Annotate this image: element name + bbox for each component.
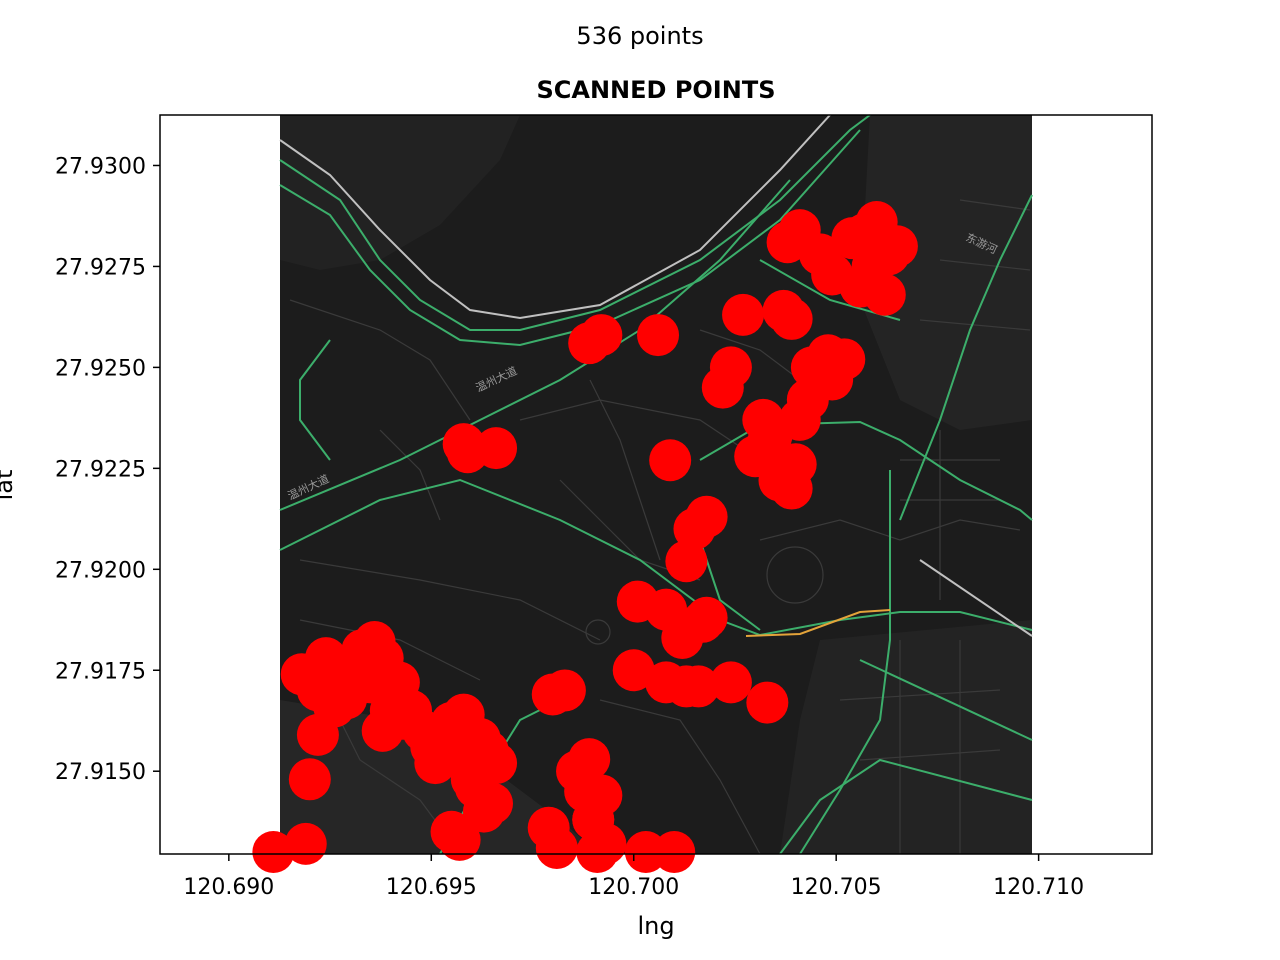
x-tick-label: 120.695 <box>386 875 477 900</box>
scatter-point <box>446 431 489 474</box>
y-axis-label: lat <box>0 470 18 501</box>
scatter-point <box>762 289 805 332</box>
scatter-point <box>746 681 789 724</box>
x-axis-label: lng <box>637 912 674 940</box>
y-tick-label: 27.9275 <box>55 255 146 280</box>
x-tick-label: 120.690 <box>183 875 274 900</box>
scatter-point <box>438 818 481 861</box>
scatter-point <box>722 293 765 336</box>
scatter-point <box>572 798 615 841</box>
scatter-point <box>843 213 886 256</box>
scatter-point <box>637 314 680 357</box>
scatter-point <box>450 758 493 801</box>
scatter-point <box>612 649 655 692</box>
scatter-point <box>665 540 708 583</box>
x-axis: 120.690 120.695 120.700 120.705 120.710 <box>183 854 1084 900</box>
scatter-point <box>576 830 619 873</box>
scatter-point <box>770 467 813 510</box>
scatter-point <box>685 495 728 538</box>
y-tick-label: 27.9300 <box>55 154 146 179</box>
x-tick-label: 120.710 <box>993 875 1084 900</box>
scatter-point <box>645 588 688 631</box>
scatter-point <box>288 758 331 801</box>
scatter-point <box>677 665 720 708</box>
plot-frame <box>159 114 1153 855</box>
x-tick-label: 120.700 <box>588 875 679 900</box>
scatter-point <box>649 439 692 482</box>
y-axis: 27.9150 27.9175 27.9200 27.9225 27.9250 27.92… <box>55 154 160 785</box>
figure-suptitle: 536 points <box>576 22 703 50</box>
chart-title: SCANNED POINTS <box>537 76 776 104</box>
scatter-point <box>580 314 623 357</box>
x-tick-label: 120.705 <box>791 875 882 900</box>
scatter-point <box>462 790 505 833</box>
scatter-point <box>701 366 744 409</box>
y-tick-label: 27.9175 <box>55 659 146 684</box>
scatter-point <box>709 661 752 704</box>
y-tick-label: 27.9250 <box>55 356 146 381</box>
scatter-point <box>823 338 866 381</box>
scatter-point <box>535 826 578 869</box>
scatter-points <box>252 201 918 873</box>
scatter-point <box>653 830 696 873</box>
y-tick-label: 27.9225 <box>55 457 146 482</box>
scatter-point <box>284 822 327 865</box>
y-tick-label: 27.9150 <box>55 760 146 785</box>
scatter-point <box>863 273 906 316</box>
scatter-point <box>252 830 295 873</box>
scatter-point <box>746 423 789 466</box>
y-tick-label: 27.9200 <box>55 558 146 583</box>
scatter-point <box>543 669 586 712</box>
scatter-point <box>685 596 728 639</box>
